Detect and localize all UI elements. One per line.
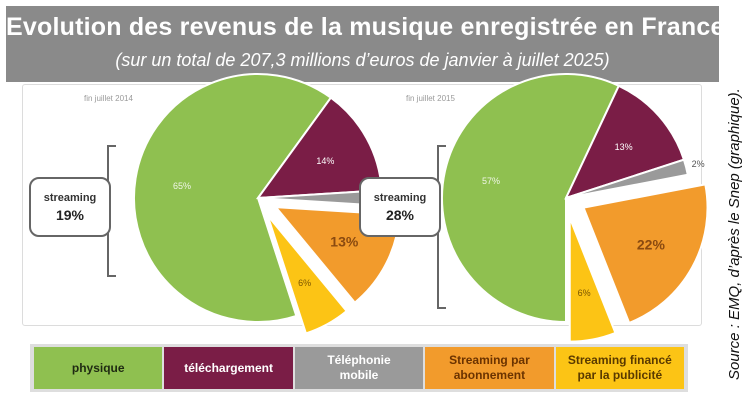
pie-slice-label: 6%	[578, 288, 591, 298]
chart-subtitle: (sur un total de 207,3 millions d’euros …	[115, 50, 610, 70]
legend-item-telephonie: Téléphonie mobile	[294, 347, 424, 389]
legend-item-telechargement: téléchargement	[164, 347, 293, 389]
pie-chart-2: fin juillet 2015 57% 13% 2% 22% 6% streaming 28…	[359, 73, 709, 343]
source-note: Source : EMQ, d’après le Snep (graphique…	[726, 88, 743, 380]
pie-slice-label: 65%	[173, 181, 191, 191]
pie-slice-label: 57%	[482, 176, 500, 186]
streaming-callout-value: 19%	[56, 207, 85, 223]
streaming-callout-value: 28%	[386, 207, 415, 223]
pie-slice-label: 2%	[692, 159, 705, 169]
pie-slice	[441, 73, 621, 324]
streaming-callout-label: streaming	[44, 192, 97, 204]
pie-title: fin juillet 2014	[84, 94, 133, 103]
chart-header: Evolution des revenus de la musique enre…	[6, 6, 725, 82]
streaming-callout-box	[359, 177, 441, 237]
streaming-callout-label: streaming	[374, 192, 427, 204]
pie-slice	[133, 73, 333, 323]
pie-slice-label: 13%	[330, 234, 359, 250]
legend-item-physique: physique	[34, 347, 163, 389]
pie-slice	[266, 214, 349, 335]
pie-slice	[582, 183, 709, 325]
legend: physique téléchargement Téléphonie mobile S…	[30, 344, 688, 392]
streaming-callout-box	[29, 177, 111, 237]
pie-slice	[568, 217, 617, 343]
pie-slice-label: 14%	[316, 156, 334, 166]
legend-item-streaming_abonnement: Streaming par abonnement	[425, 347, 554, 389]
pie-slice-label: 22%	[637, 236, 666, 252]
pie-slice-label: 13%	[615, 142, 633, 152]
pie-slice	[564, 84, 686, 200]
legend-item-streaming_pub: Streaming financé par la publicité	[555, 347, 685, 389]
pie-slice-label: 6%	[298, 278, 311, 288]
chart-title: Evolution des revenus de la musique enre…	[6, 13, 725, 41]
pie-title: fin juillet 2015	[406, 94, 455, 103]
pie-chart-1: fin juillet 201465%14%2%13%6%streaming19…	[29, 73, 401, 335]
pie-slice	[565, 158, 689, 199]
